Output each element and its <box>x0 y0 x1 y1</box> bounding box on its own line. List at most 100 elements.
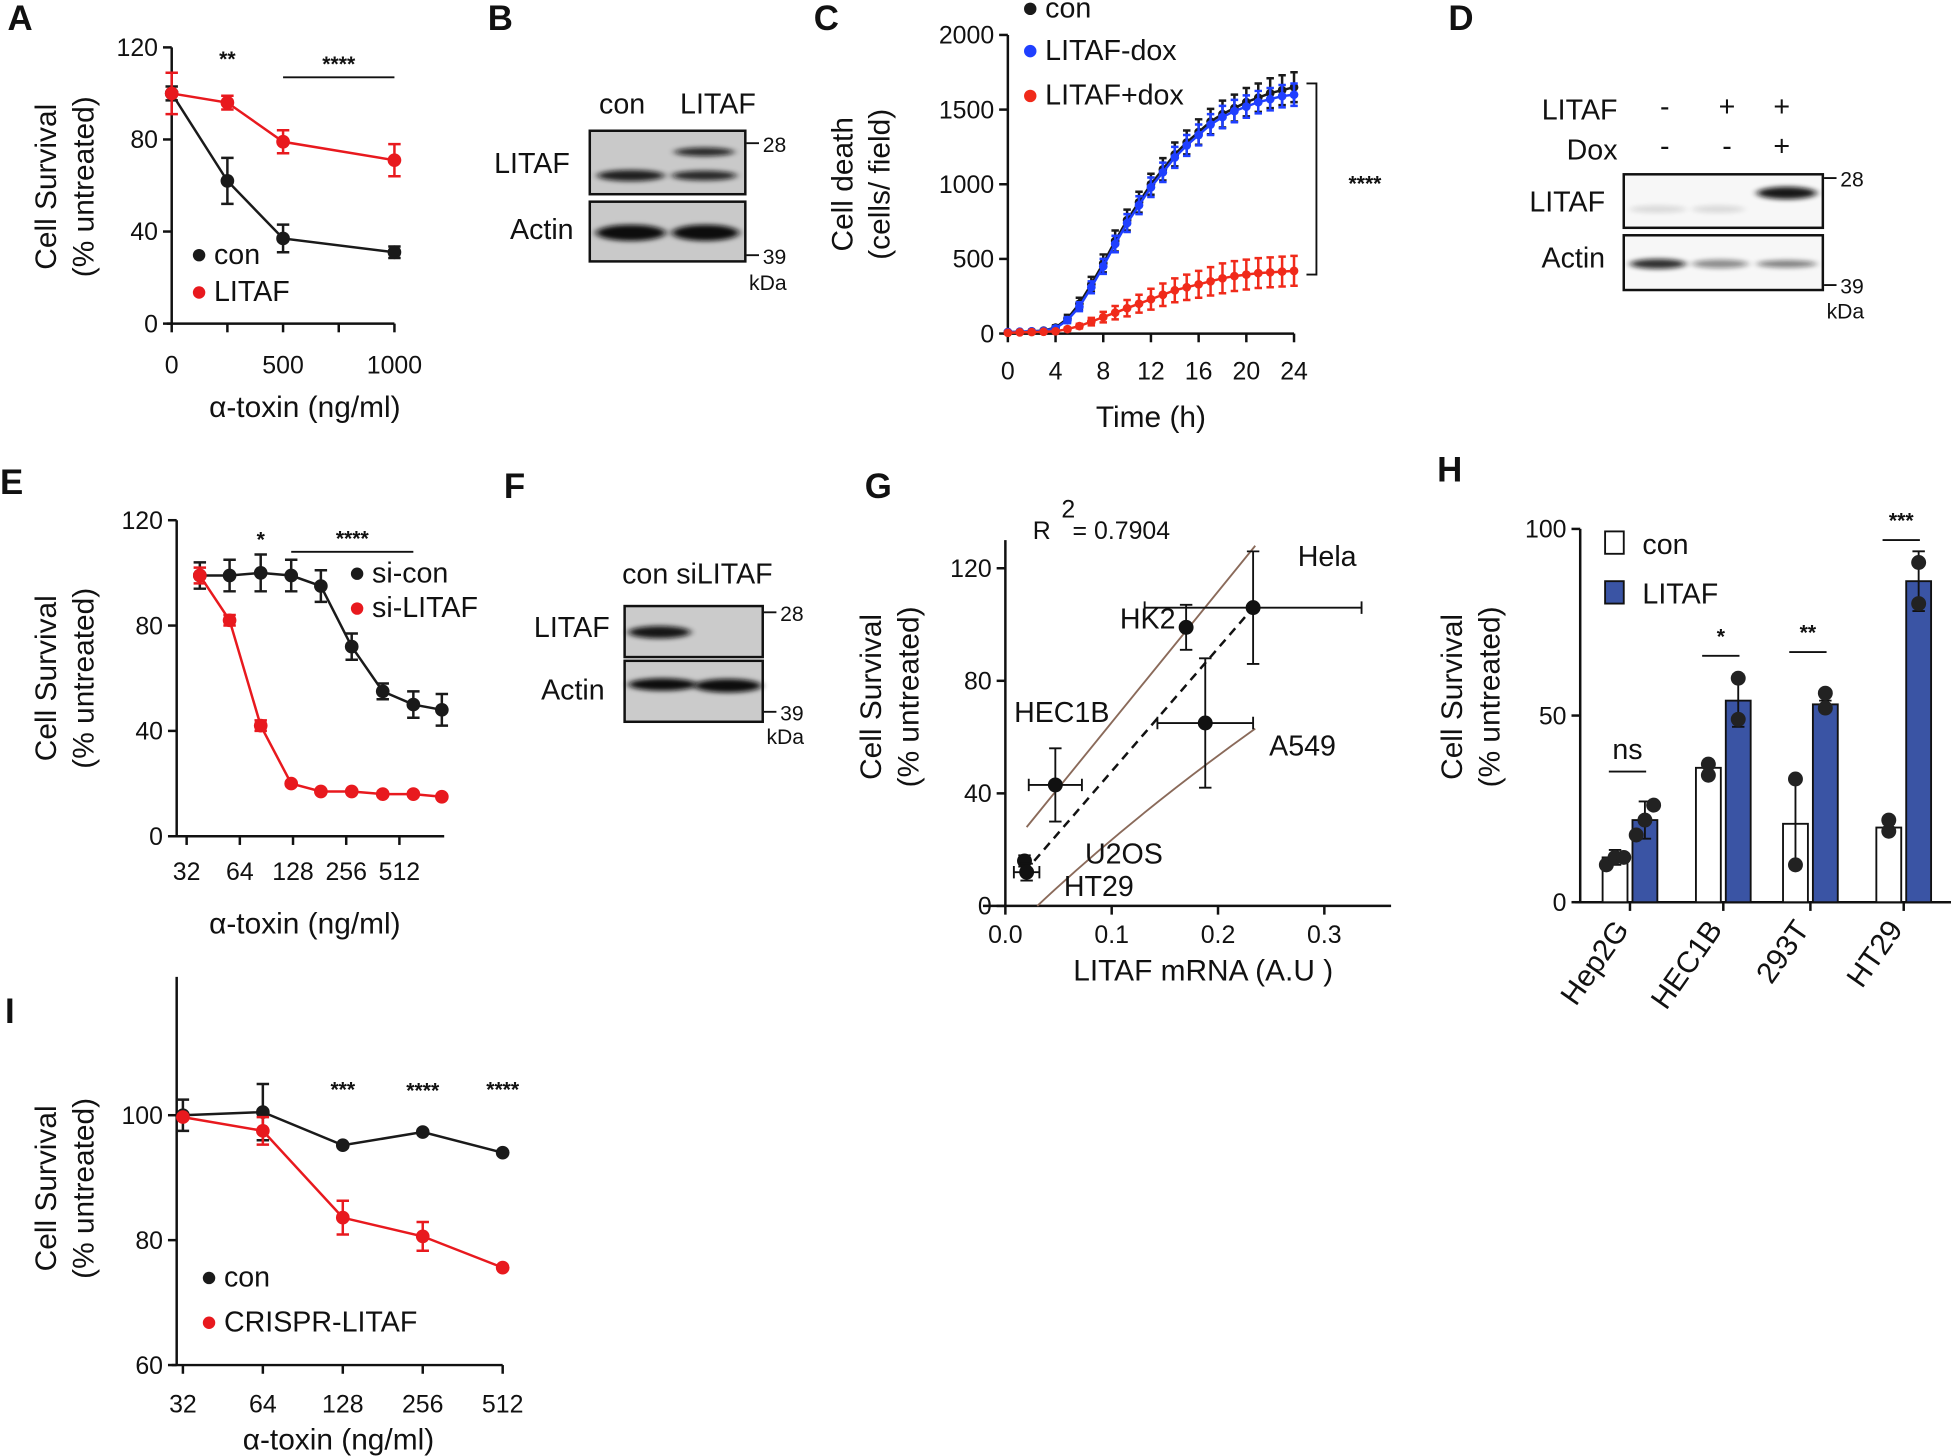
replicate-dot <box>1911 596 1927 612</box>
ci-upper-curve <box>1025 545 1256 828</box>
data-point <box>1098 312 1108 322</box>
point-label: U2OS <box>1085 839 1163 871</box>
bar <box>1875 826 1903 904</box>
data-point <box>495 1145 510 1160</box>
data-point <box>1086 282 1096 292</box>
x-tick-label: 20 <box>1232 358 1260 386</box>
x-tick-label: 1000 <box>367 351 422 379</box>
legend-label: con <box>224 1262 270 1294</box>
protein-band <box>671 224 740 241</box>
x-tick-label: 0 <box>165 351 179 379</box>
x-tick-label: 256 <box>402 1390 444 1418</box>
significance-label: ** <box>219 48 236 71</box>
significance-label: **** <box>486 1078 520 1101</box>
bar-con-ht29 <box>1875 812 1903 904</box>
legend-marker <box>1024 44 1037 58</box>
protein-band <box>596 224 666 241</box>
significance-label: **** <box>1348 172 1382 195</box>
panel-h-chart: 0 50 100 Cell Survival (% untreated) Hep2G ns H… <box>1436 510 1951 1015</box>
bar <box>1811 703 1839 904</box>
data-point <box>1075 302 1084 312</box>
data-point <box>406 787 421 801</box>
y-axis-title: (% untreated) <box>1473 606 1506 787</box>
marker-label: 39 <box>1840 276 1864 299</box>
data-point <box>1075 321 1084 331</box>
y-tick-label: 80 <box>964 668 992 696</box>
y-tick-label: 0 <box>980 320 994 348</box>
y-tick-label: 60 <box>135 1352 163 1380</box>
marker-unit: kDa <box>749 272 787 295</box>
protein-band <box>1692 205 1745 213</box>
data-point <box>434 702 449 717</box>
point-label: HEC1B <box>1014 697 1109 729</box>
y-tick-label: 100 <box>1525 516 1567 544</box>
marker-unit: kDa <box>1827 301 1865 324</box>
y-tick-label: 1000 <box>939 171 994 199</box>
panel-letter: B <box>488 0 513 38</box>
legend-label: LITAF <box>214 276 290 308</box>
marker-label: 39 <box>763 246 787 269</box>
bar-con-293t <box>1782 771 1809 904</box>
data-point <box>1015 328 1025 337</box>
data-point <box>256 1123 270 1138</box>
data-point <box>1197 715 1213 731</box>
replicate-dot <box>1817 685 1833 701</box>
significance-bracket <box>1306 82 1318 276</box>
data-point <box>1098 262 1108 271</box>
data-point <box>387 153 402 168</box>
protein-band <box>628 678 697 691</box>
significance-label: **** <box>406 1080 440 1103</box>
data-point <box>1230 271 1239 281</box>
series-con <box>164 85 402 260</box>
x-tick-label: 0.1 <box>1094 921 1129 949</box>
data-point <box>1170 285 1180 295</box>
legend-marker <box>350 602 364 615</box>
lane-labels: con siLITAF <box>622 559 773 591</box>
series-line <box>170 92 395 254</box>
x-tick-label: 256 <box>325 858 367 886</box>
x-tick-label: 0.3 <box>1307 921 1342 949</box>
data-point <box>375 684 390 699</box>
x-tick-label: 500 <box>262 351 304 379</box>
y-tick-label: 1500 <box>939 96 994 124</box>
point-u2os: U2OS <box>1017 839 1163 871</box>
y-tick-label: 80 <box>135 612 163 640</box>
x-axis-title: α-toxin (ng/ml) <box>243 1424 434 1456</box>
significance-label: ns <box>1612 734 1642 766</box>
legend-swatch <box>1604 530 1625 555</box>
y-tick-label: 0 <box>149 823 163 851</box>
legend-label: LITAF <box>1642 579 1718 611</box>
point-label: A549 <box>1269 730 1336 762</box>
data-point <box>192 568 207 583</box>
data-point <box>1158 167 1168 177</box>
r2-superscript: 2 <box>1061 496 1075 524</box>
marker-tick <box>763 611 777 713</box>
y-tick-label: 500 <box>953 246 995 274</box>
data-point <box>1182 282 1192 292</box>
data-point <box>1158 290 1168 300</box>
bar-con-hep2g <box>1598 849 1632 904</box>
bar <box>1694 766 1722 904</box>
data-point <box>335 1210 350 1225</box>
data-point <box>1289 266 1299 276</box>
row-label: LITAF <box>534 612 610 644</box>
replicate-dot <box>1700 767 1716 783</box>
data-point <box>1182 141 1192 150</box>
x-tick-label: 0.2 <box>1201 921 1236 949</box>
data-point <box>1170 153 1180 162</box>
y-tick-label: 120 <box>121 507 163 535</box>
legend-label: LITAF+dox <box>1045 80 1184 112</box>
data-point <box>276 231 290 246</box>
y-tick-label: 80 <box>135 1227 163 1255</box>
data-point <box>1194 279 1203 289</box>
point-ht29: HT29 <box>1012 862 1134 903</box>
bar <box>1905 580 1933 904</box>
data-point <box>434 789 449 804</box>
point-label: HT29 <box>1064 871 1134 903</box>
data-point <box>1253 97 1263 107</box>
condition-value: + <box>1773 131 1790 163</box>
protein-band <box>694 678 762 693</box>
panel-letter: I <box>5 992 15 1031</box>
protein-band <box>674 147 735 157</box>
